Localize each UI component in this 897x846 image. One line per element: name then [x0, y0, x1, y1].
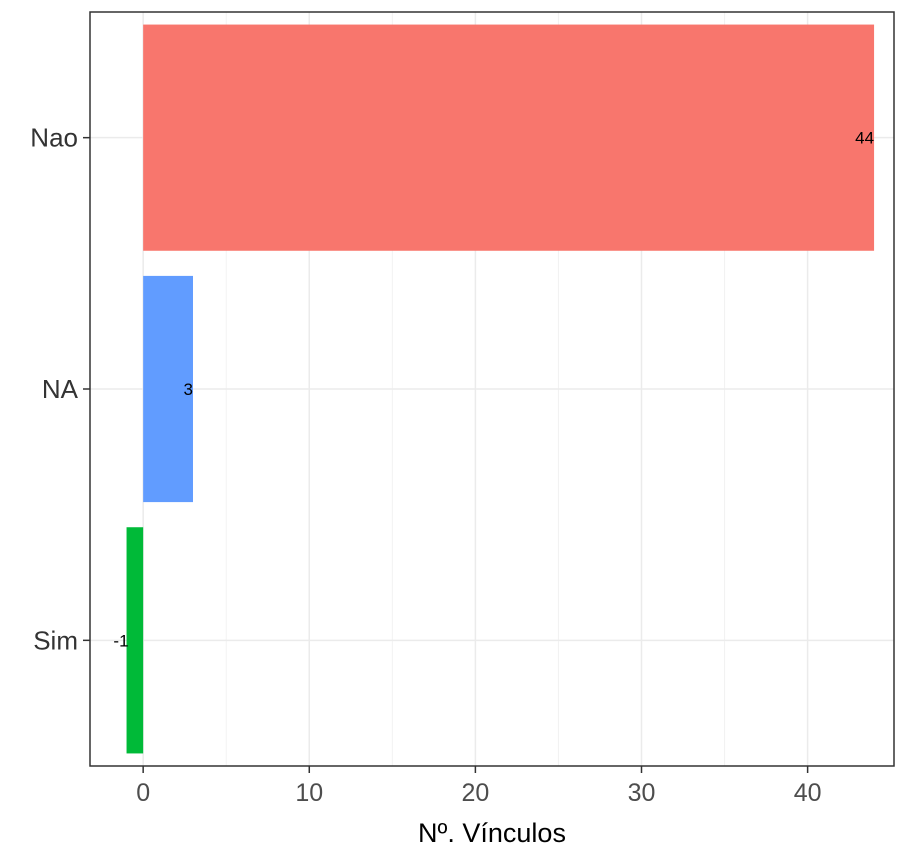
bar [126, 527, 144, 754]
bar-value-labels: 44 3 -1 [113, 129, 874, 651]
bars [126, 24, 875, 754]
bar [143, 275, 193, 503]
x-tick-label: 30 [628, 779, 656, 807]
bar-value-label: 44 [855, 129, 874, 148]
y-axis-ticks: Nao NA Sim [30, 123, 90, 655]
y-tick-label: Nao [30, 123, 78, 153]
bar-value-label: -1 [113, 631, 128, 650]
y-tick-label: NA [42, 374, 79, 404]
bar-value-label: 3 [184, 380, 193, 399]
x-tick-label: 0 [136, 779, 150, 807]
x-tick-label: 40 [794, 779, 822, 807]
bar [143, 24, 875, 251]
x-axis-title: Nº. Vínculos [418, 818, 566, 846]
x-axis-ticks: 0 10 20 30 40 [136, 766, 822, 807]
x-tick-label: 20 [461, 779, 489, 807]
y-tick-label: Sim [33, 625, 78, 655]
x-tick-label: 10 [295, 779, 323, 807]
